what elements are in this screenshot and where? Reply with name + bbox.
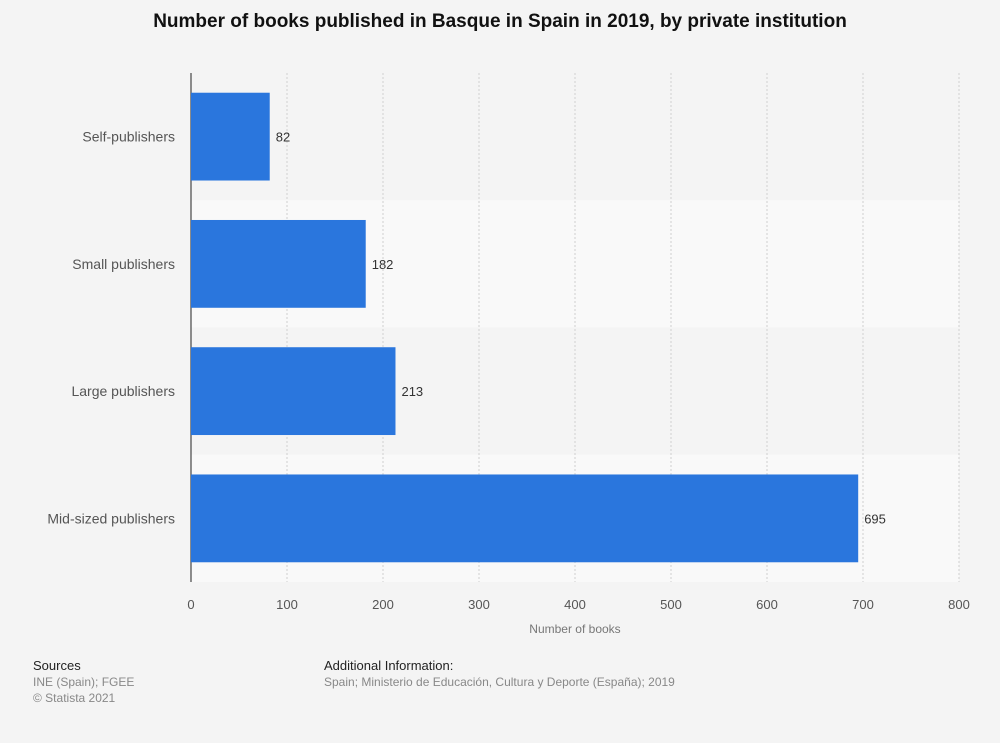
additional-info-heading: Additional Information: [324,658,454,673]
category-label: Small publishers [72,256,175,272]
value-label: 695 [864,511,886,526]
category-label: Self-publishers [82,129,175,145]
x-tick-label: 300 [468,597,490,612]
category-label: Large publishers [71,383,175,399]
sources-heading: Sources [33,658,81,673]
x-tick-label: 500 [660,597,682,612]
category-labels: Self-publishers Small publishers Large pub… [47,129,175,527]
x-tick-labels: 0 100 200 300 400 500 600 700 800 [187,597,969,612]
additional-info-text: Spain; Ministerio de Educación, Cultura … [324,675,675,689]
value-label: 213 [401,384,423,399]
value-labels: 82 182 213 695 [276,130,886,527]
chart-title: Number of books published in Basque in S… [153,11,847,32]
x-tick-label: 0 [187,597,194,612]
category-label: Mid-sized publishers [47,510,175,526]
additional-info-block: Additional Information: Spain; Ministeri… [324,658,675,690]
x-tick-label: 400 [564,597,586,612]
x-tick-label: 200 [372,597,394,612]
bar [191,474,859,563]
bar [191,219,366,308]
copyright-text: © Statista 2021 [33,691,116,705]
x-tick-label: 700 [852,597,874,612]
x-tick-label: 600 [756,597,778,612]
value-label: 182 [372,257,394,272]
value-label: 82 [276,130,290,145]
x-tick-label: 100 [276,597,298,612]
bar [191,92,270,181]
x-tick-label: 800 [948,597,970,612]
bars [191,92,859,563]
bar [191,347,396,436]
x-axis-label: Number of books [529,622,620,636]
sources-text: INE (Spain); FGEE [33,675,135,689]
sources-block: Sources INE (Spain); FGEE © Statista 202… [33,658,134,706]
